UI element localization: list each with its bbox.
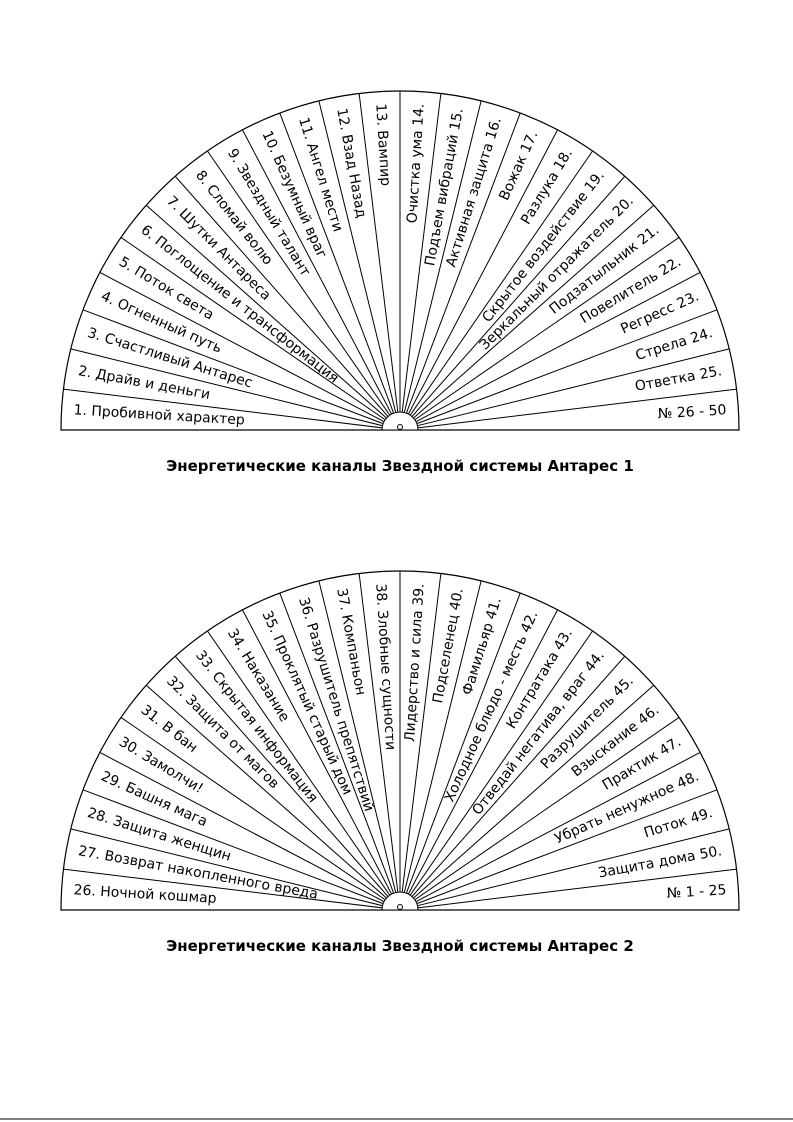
sector-divider (70, 828, 383, 907)
sector-divider (401, 573, 442, 893)
sector-divider (416, 309, 718, 425)
sector-divider (409, 630, 593, 896)
sector-label: № 26 - 50 (657, 402, 726, 422)
sector-divider (242, 129, 393, 415)
sector-divider (405, 592, 521, 894)
sector-divider (279, 112, 395, 414)
fan-outline (60, 90, 740, 431)
sector-divider (120, 237, 386, 421)
sector-divider (411, 175, 626, 417)
hub (381, 411, 419, 431)
sector-divider (403, 580, 482, 893)
sector-divider (174, 175, 389, 417)
sector-divider (99, 272, 385, 423)
sector-divider (405, 112, 521, 414)
sector-divider (318, 100, 397, 413)
sector-divider (414, 237, 680, 421)
caption: Энергетические каналы Звездной системы А… (166, 937, 634, 955)
sector-divider (242, 609, 393, 895)
sector-divider (401, 93, 442, 413)
sector-divider (414, 717, 680, 901)
sector-divider (409, 150, 593, 416)
sector-divider (207, 630, 391, 896)
hub (381, 891, 419, 911)
caption: Энергетические каналы Звездной системы А… (166, 457, 634, 475)
sector-divider (411, 655, 626, 897)
sector-divider (318, 580, 397, 893)
sector-divider (99, 752, 385, 903)
sector-divider (416, 789, 718, 905)
sector-label: № 1 - 25 (666, 882, 727, 902)
sector-divider (63, 868, 383, 909)
sector-divider (279, 592, 395, 894)
sector-divider (417, 348, 730, 427)
sector-divider (415, 272, 701, 423)
sector-divider (413, 204, 655, 419)
sector-divider (82, 309, 384, 425)
sector-divider (358, 93, 399, 413)
sector-divider (145, 684, 387, 899)
sector-divider (407, 609, 558, 895)
sector-divider (413, 684, 655, 899)
sector-divider (417, 388, 737, 429)
sector-divider (174, 655, 389, 897)
sector-divider (407, 129, 558, 415)
sector-divider (70, 348, 383, 427)
sector-label: 13. Вампир (372, 103, 393, 187)
hub-dot (397, 424, 403, 430)
sector-divider (417, 868, 737, 909)
sector-divider (82, 789, 384, 905)
sector-divider (145, 204, 387, 419)
sector-divider (358, 573, 399, 893)
sector-divider (207, 150, 391, 416)
sector-divider (120, 717, 386, 901)
sector-label: Очистка ума 14. (405, 103, 428, 224)
sector-divider (417, 828, 730, 907)
fan-outline (60, 570, 740, 911)
hub-dot (397, 904, 403, 910)
sector-divider (415, 752, 701, 903)
sector-divider (63, 388, 383, 429)
sector-divider (403, 100, 482, 413)
